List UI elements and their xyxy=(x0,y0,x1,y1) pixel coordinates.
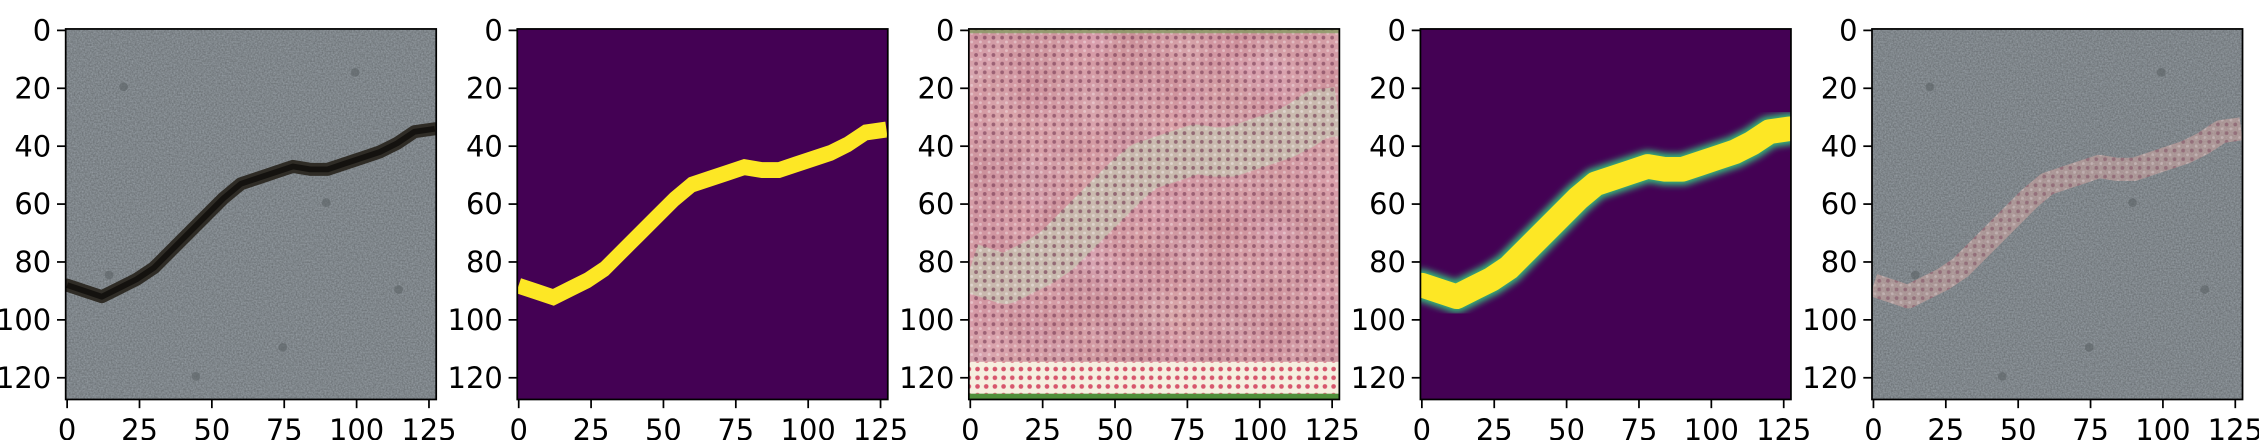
ytick-label: 100 xyxy=(448,303,503,337)
panel-frame xyxy=(1871,28,2244,401)
ytick-label: 0 xyxy=(1839,14,1857,48)
xtick-label: 50 xyxy=(645,413,682,440)
ytick-label: 40 xyxy=(466,129,503,163)
ytick-label: 20 xyxy=(466,71,503,105)
ytick-label: 0 xyxy=(33,14,51,48)
ytick-label: 0 xyxy=(1388,14,1406,48)
panel-input-photo: 0 20 40 60 80 100 120 0 25 50 75 100 125 xyxy=(0,14,457,440)
ytick-label: 0 xyxy=(936,14,954,48)
panel-adversarial-photo: 0 20 40 60 80 100 120 0 25 50 75 100 125 xyxy=(1802,14,2259,440)
xtick-label: 125 xyxy=(401,413,456,440)
ytick-label: 20 xyxy=(918,71,955,105)
xtick-label: 125 xyxy=(2208,413,2259,440)
xtick-label: 50 xyxy=(193,413,230,440)
xtick-label: 25 xyxy=(1927,413,1964,440)
ytick-label: 40 xyxy=(918,129,955,163)
ytick-label: 60 xyxy=(918,187,955,221)
xtick-label: 50 xyxy=(1548,413,1585,440)
xtick-label: 100 xyxy=(1684,413,1739,440)
ytick-label: 80 xyxy=(466,245,503,279)
xtick-label: 125 xyxy=(853,413,908,440)
ytick-label: 120 xyxy=(1351,361,1406,395)
xtick-label: 0 xyxy=(58,413,76,440)
panel-frame xyxy=(64,28,438,401)
xtick-label: 75 xyxy=(1621,413,1658,440)
ytick-label: 120 xyxy=(1802,361,1857,395)
xtick-label: 125 xyxy=(1305,413,1360,440)
xtick-label: 125 xyxy=(1756,413,1811,440)
xtick-label: 25 xyxy=(121,413,158,440)
xtick-label: 25 xyxy=(1024,413,1061,440)
ytick-label: 120 xyxy=(448,361,503,395)
xtick-label: 25 xyxy=(573,413,610,440)
xtick-label: 75 xyxy=(2072,413,2109,440)
ytick-label: 60 xyxy=(1369,187,1406,221)
ytick-label: 60 xyxy=(466,187,503,221)
panel-frame xyxy=(1419,28,1792,401)
xtick-label: 50 xyxy=(1097,413,1134,440)
ytick-label: 80 xyxy=(14,245,51,279)
xtick-label: 25 xyxy=(1476,413,1513,440)
ytick-label: 100 xyxy=(1351,303,1406,337)
ytick-label: 40 xyxy=(1821,129,1858,163)
xtick-label: 75 xyxy=(717,413,754,440)
ytick-label: 40 xyxy=(1369,129,1406,163)
ytick-label: 40 xyxy=(14,129,51,163)
xtick-label: 0 xyxy=(961,413,979,440)
panel-image xyxy=(1420,28,1791,400)
xtick-label: 100 xyxy=(1232,413,1287,440)
ytick-label: 20 xyxy=(1369,71,1406,105)
xtick-label: 100 xyxy=(329,413,384,440)
ytick-label: 80 xyxy=(1821,245,1858,279)
xtick-label: 0 xyxy=(509,413,527,440)
panel-perturbation: 0 20 40 60 80 100 120 0 25 50 75 100 125 xyxy=(899,14,1360,440)
ytick-label: 20 xyxy=(14,71,51,105)
ytick-label: 100 xyxy=(0,303,51,337)
panel-image xyxy=(968,28,1340,400)
xtick-label: 75 xyxy=(266,413,303,440)
ytick-label: 60 xyxy=(1821,187,1858,221)
ytick-label: 120 xyxy=(0,361,51,395)
panel-image xyxy=(65,28,437,400)
ytick-label: 20 xyxy=(1821,71,1858,105)
xtick-label: 0 xyxy=(1413,413,1431,440)
xtick-label: 100 xyxy=(2135,413,2190,440)
panel-image xyxy=(1872,28,2243,400)
xtick-label: 0 xyxy=(1864,413,1882,440)
panel-frame xyxy=(516,28,889,401)
ytick-label: 80 xyxy=(918,245,955,279)
ytick-label: 100 xyxy=(899,303,954,337)
ytick-label: 120 xyxy=(899,361,954,395)
xtick-label: 100 xyxy=(781,413,836,440)
ytick-label: 0 xyxy=(484,14,502,48)
panel-frame xyxy=(967,28,1341,401)
ytick-label: 60 xyxy=(14,187,51,221)
panel-predicted-mask: 0 20 40 60 80 100 120 0 25 50 75 100 125 xyxy=(1351,14,1812,440)
ytick-label: 80 xyxy=(1369,245,1406,279)
ytick-label: 100 xyxy=(1802,303,1857,337)
panel-image xyxy=(517,28,888,400)
xtick-label: 75 xyxy=(1169,413,1206,440)
xtick-label: 50 xyxy=(2000,413,2037,440)
